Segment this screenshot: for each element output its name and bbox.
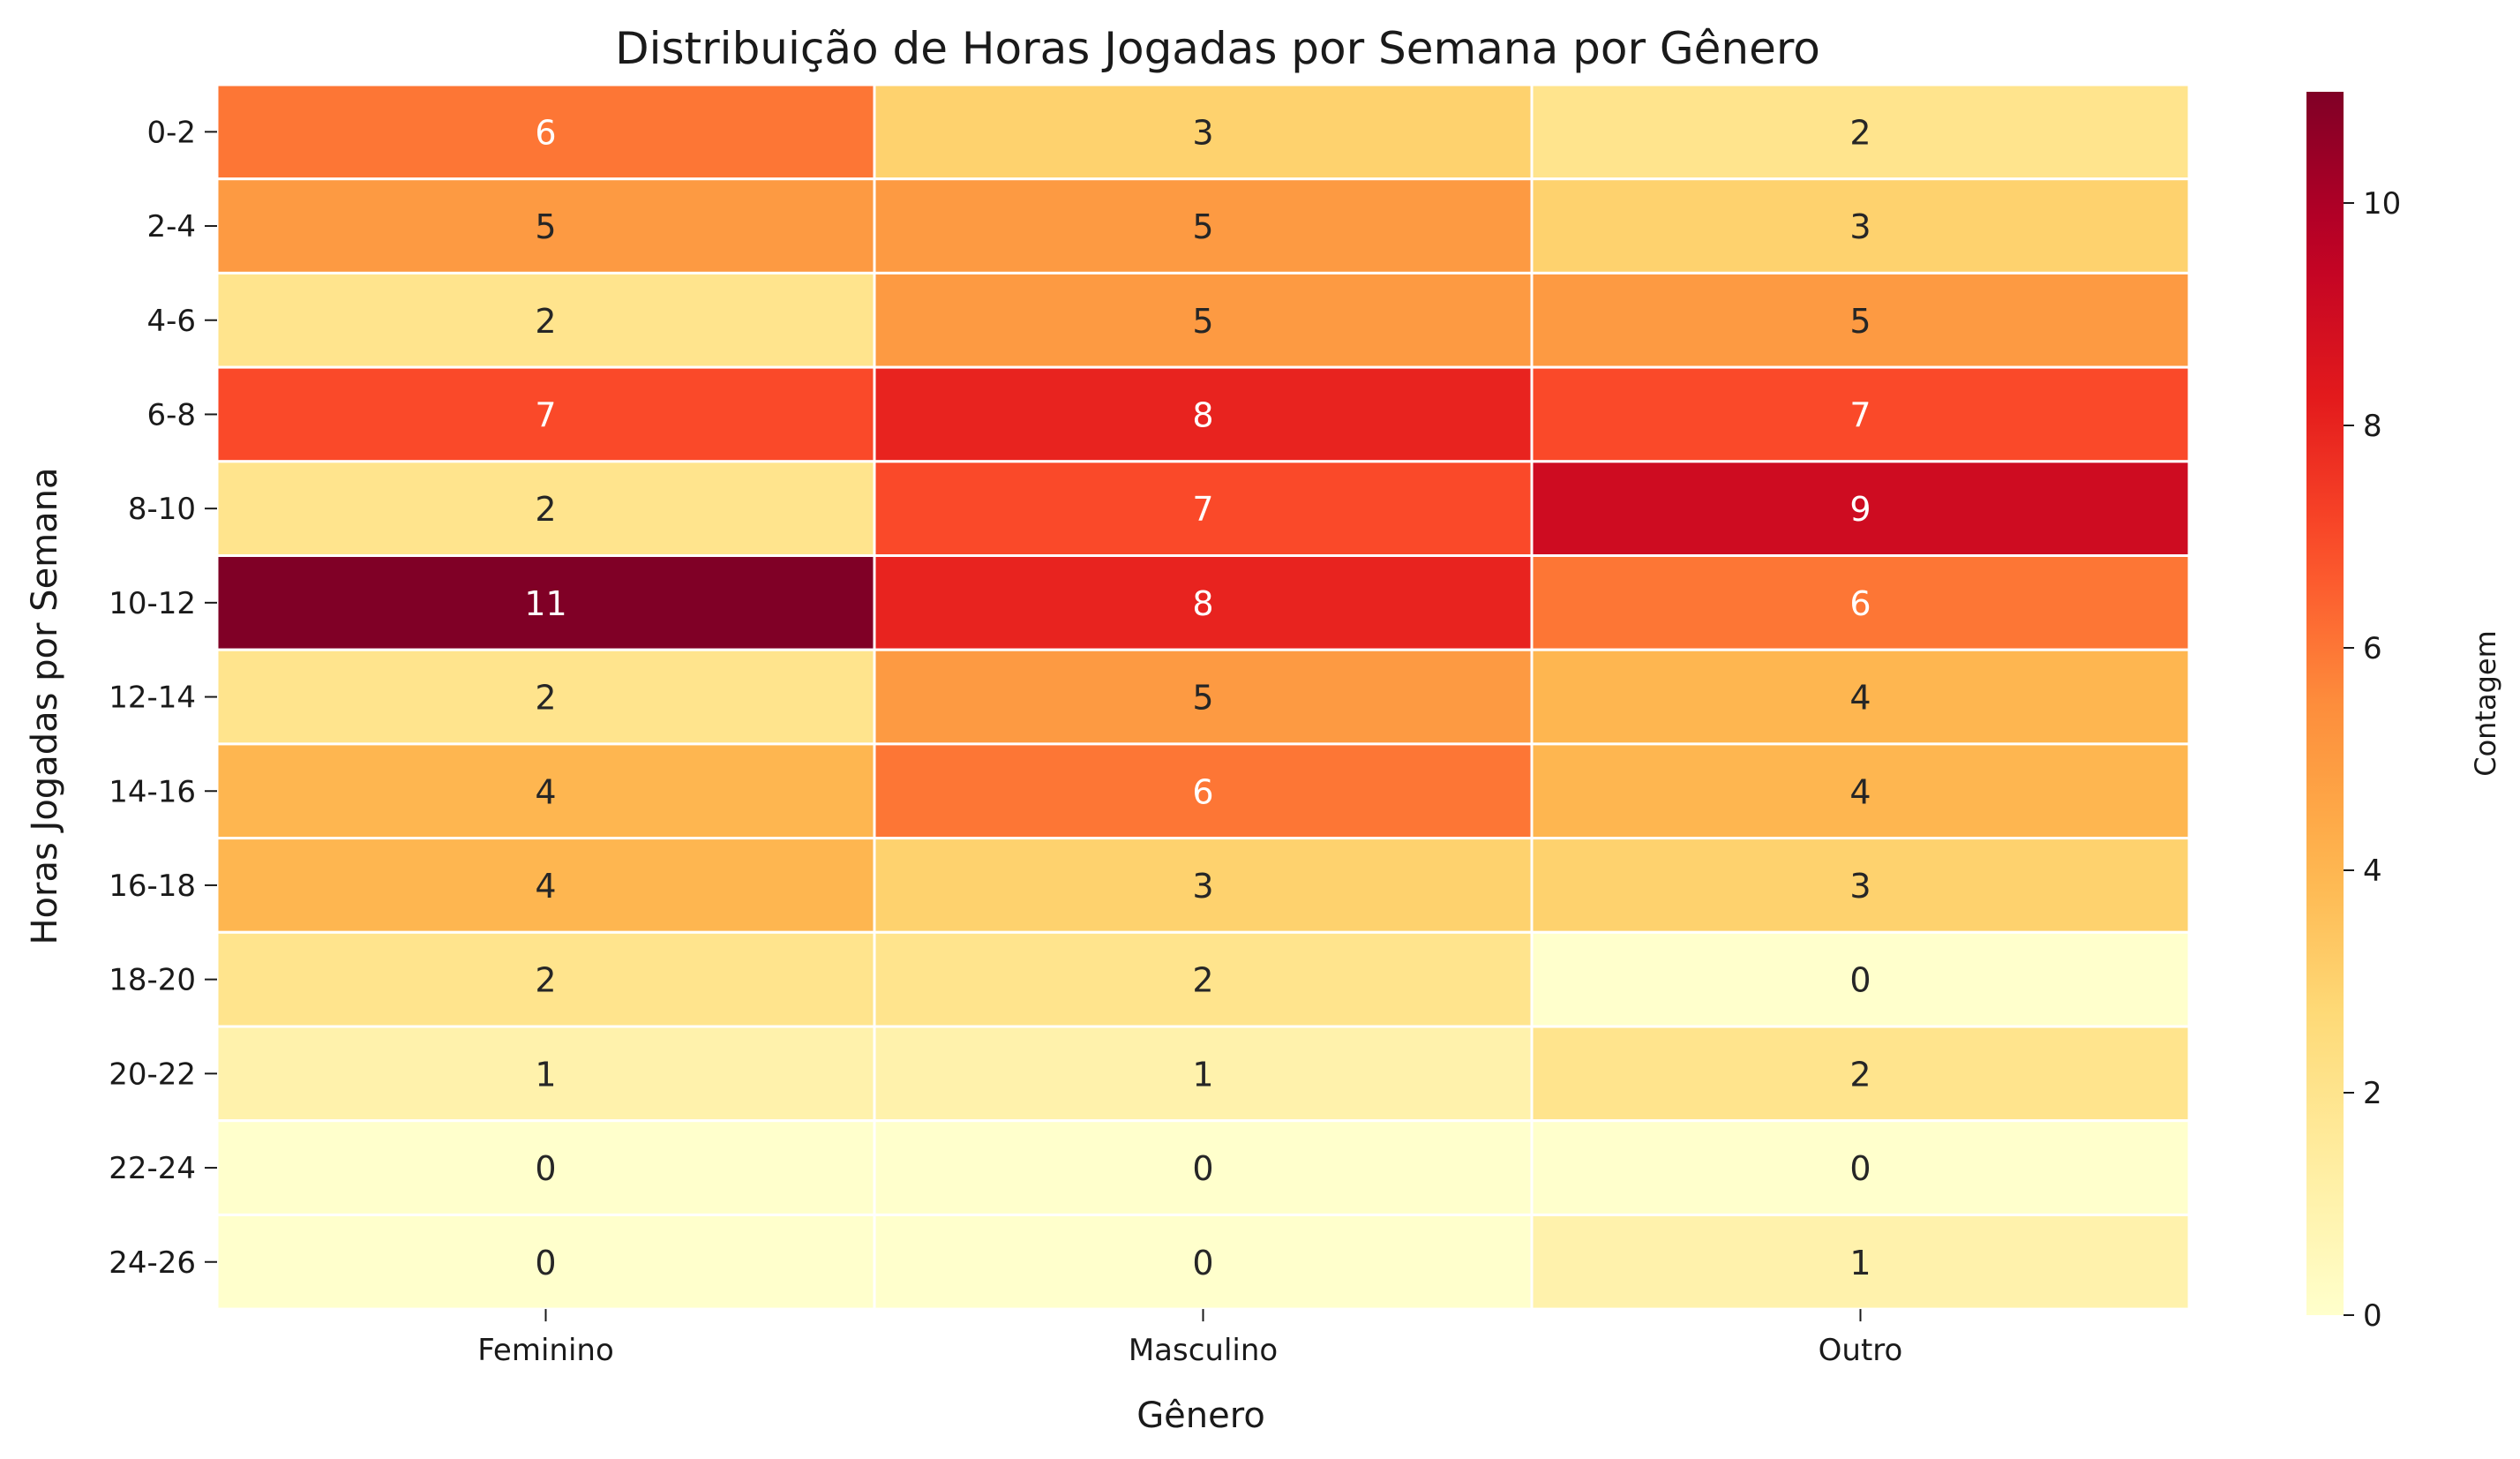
x-tick-label: Outro bbox=[1819, 1333, 1903, 1368]
y-tick-label: 10-12 bbox=[109, 586, 196, 621]
heatmap-cell bbox=[215, 742, 876, 840]
cell-value-label: 3 bbox=[1192, 113, 1213, 152]
heatmap-cell bbox=[1530, 742, 2191, 840]
cell-value-label: 0 bbox=[535, 1149, 556, 1188]
heatmap-cell bbox=[873, 460, 1534, 557]
heatmap-cell bbox=[1530, 1213, 2191, 1311]
heatmap-cell bbox=[215, 837, 876, 934]
heatmap-cell bbox=[215, 365, 876, 463]
cell-value-label: 6 bbox=[1192, 772, 1213, 811]
y-tick-label: 8-10 bbox=[128, 492, 196, 527]
row-labels: 0-2 2-4 4-6 6-8 8-10 10-12 12-14 14-16 16-18 18-2… bbox=[109, 115, 217, 1281]
heatmap-cell bbox=[873, 930, 1534, 1028]
colorbar-tick-label: 0 bbox=[2363, 1298, 2382, 1334]
y-tick-label: 4-6 bbox=[146, 304, 196, 339]
cell-value-label: 7 bbox=[535, 395, 556, 434]
y-tick-label: 18-20 bbox=[109, 963, 196, 998]
cell-value-label: 2 bbox=[535, 490, 556, 529]
cell-value-label: 2 bbox=[1192, 961, 1213, 1000]
heatmap-cell bbox=[1530, 177, 2191, 275]
heatmap-cell bbox=[1530, 1119, 2191, 1216]
cell-value-label: 7 bbox=[1849, 395, 1871, 434]
y-tick-label: 22-24 bbox=[109, 1151, 196, 1186]
chart-title: Distribuição de Horas Jogadas por Semana… bbox=[615, 23, 1820, 74]
cell-value-label: 4 bbox=[535, 867, 556, 906]
colorbar-tick-label: 2 bbox=[2363, 1076, 2382, 1111]
heatmap-cell bbox=[215, 177, 876, 275]
heatmap-cell bbox=[873, 83, 1534, 181]
cell-value-label: 5 bbox=[1849, 302, 1871, 341]
cell-value-label: 5 bbox=[1192, 679, 1213, 718]
cell-value-label: 0 bbox=[1849, 961, 1871, 1000]
y-axis-label: Horas Jogadas por Semana bbox=[25, 467, 65, 944]
heatmap-cell bbox=[1530, 365, 2191, 463]
cell-value-label: 6 bbox=[535, 113, 556, 152]
heatmap-cell bbox=[215, 930, 876, 1028]
heatmap-cell bbox=[1530, 554, 2191, 651]
colorbar-tick-label: 6 bbox=[2363, 631, 2382, 666]
cell-value-label: 1 bbox=[535, 1055, 556, 1094]
heatmap-cell bbox=[215, 1025, 876, 1123]
heatmap-cell bbox=[873, 271, 1534, 369]
cell-value-label: 5 bbox=[535, 207, 556, 246]
cell-value-label: 3 bbox=[1192, 867, 1213, 906]
cell-value-label: 0 bbox=[535, 1244, 556, 1282]
cell-value-label: 3 bbox=[1849, 867, 1871, 906]
y-tick-label: 6-8 bbox=[146, 397, 196, 432]
y-tick-label: 12-14 bbox=[109, 681, 196, 716]
colorbar-tick-label: 8 bbox=[2363, 409, 2382, 444]
cell-value-label: 4 bbox=[535, 772, 556, 811]
heatmap-cell bbox=[215, 1213, 876, 1311]
colorbar-tick-label: 4 bbox=[2363, 854, 2382, 889]
cell-value-label: 4 bbox=[1849, 679, 1871, 718]
heatmap-cell bbox=[1530, 930, 2191, 1028]
x-axis-label: Gênero bbox=[1136, 1395, 1265, 1436]
cell-value-label: 11 bbox=[524, 584, 566, 623]
cell-value-label: 0 bbox=[1849, 1149, 1871, 1188]
x-tick-label: Masculino bbox=[1129, 1333, 1278, 1368]
y-tick-label: 24-26 bbox=[109, 1245, 196, 1281]
heatmap-cell bbox=[873, 742, 1534, 840]
cell-value-label: 3 bbox=[1849, 207, 1871, 246]
x-tick-label: Feminino bbox=[477, 1333, 614, 1368]
y-tick-label: 14-16 bbox=[109, 774, 196, 809]
cell-value-label: 2 bbox=[1849, 1055, 1871, 1094]
cell-value-label: 1 bbox=[1192, 1055, 1213, 1094]
y-tick-label: 0-2 bbox=[146, 115, 196, 150]
cell-value-label: 2 bbox=[535, 961, 556, 1000]
cell-value-label: 0 bbox=[1192, 1244, 1213, 1282]
y-tick-label: 2-4 bbox=[146, 209, 196, 244]
column-labels: Feminino Masculino Outro bbox=[477, 1309, 1902, 1368]
heatmap-cell bbox=[873, 648, 1534, 746]
heatmap-cell bbox=[1530, 1025, 2191, 1123]
colorbar-ticks: 0 2 4 6 8 10 bbox=[2344, 186, 2401, 1334]
colorbar bbox=[2306, 92, 2344, 1315]
heatmap-cell bbox=[1530, 83, 2191, 181]
y-tick-label: 16-18 bbox=[109, 869, 196, 904]
cell-value-label: 5 bbox=[1192, 207, 1213, 246]
colorbar-tick-label: 10 bbox=[2363, 186, 2401, 222]
cell-value-label: 2 bbox=[1849, 113, 1871, 152]
heatmap-cell bbox=[215, 83, 876, 181]
heatmap-cell bbox=[215, 648, 876, 746]
colorbar-label: Contagem bbox=[2469, 630, 2502, 777]
cell-value-label: 1 bbox=[1849, 1244, 1871, 1282]
cell-value-label: 8 bbox=[1192, 395, 1213, 434]
cell-value-label: 5 bbox=[1192, 302, 1213, 341]
heatmap-cell bbox=[1530, 648, 2191, 746]
y-tick-label: 20-22 bbox=[109, 1057, 196, 1092]
heatmap-cell bbox=[873, 554, 1534, 651]
cell-value-label: 0 bbox=[1192, 1149, 1213, 1188]
cell-value-label: 4 bbox=[1849, 772, 1871, 811]
cell-value-label: 9 bbox=[1849, 490, 1871, 529]
cell-value-label: 2 bbox=[535, 679, 556, 718]
cell-value-label: 7 bbox=[1192, 490, 1213, 529]
cell-value-label: 2 bbox=[535, 302, 556, 341]
cell-value-label: 6 bbox=[1849, 584, 1871, 623]
heatmap-cells: 6 3 25 5 32 5 57 8 72 7 911 8 62 5 44 6 44 3 32 2 01 1 20 0 00 0 1 bbox=[215, 83, 2191, 1311]
cell-value-label: 8 bbox=[1192, 584, 1213, 623]
heatmap-cell bbox=[1530, 837, 2191, 934]
